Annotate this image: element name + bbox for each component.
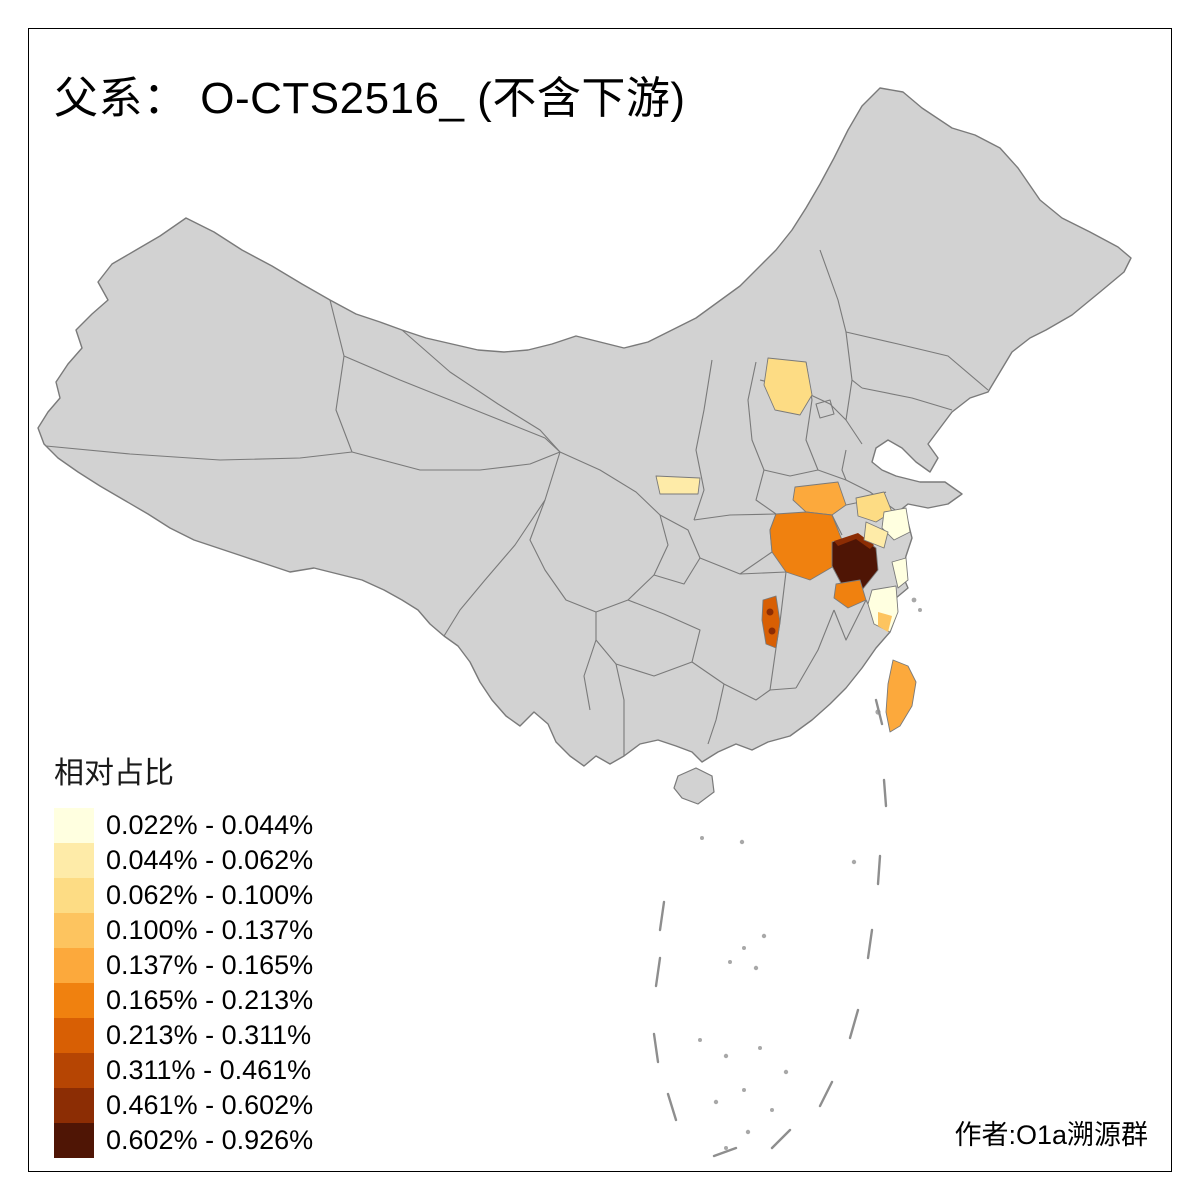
legend-swatch	[54, 843, 94, 878]
legend: 相对占比 0.022% - 0.044% 0.044% - 0.062% 0.062…	[54, 748, 313, 1158]
legend-label: 0.137% - 0.165%	[106, 950, 314, 980]
legend-swatch	[54, 1123, 94, 1158]
legend-swatch	[54, 913, 94, 948]
legend-row: 0.602% - 0.926%	[54, 1123, 313, 1158]
region-gansu-shaanxi	[655, 475, 701, 495]
legend-swatch	[54, 1088, 94, 1123]
legend-row: 0.311% - 0.461%	[54, 1053, 313, 1088]
legend-swatch	[54, 878, 94, 913]
region-jiangsu-coast	[881, 507, 911, 541]
author-credit: 作者:O1a溯源群	[954, 1120, 1148, 1150]
region-jiangxi-dot	[766, 608, 774, 616]
region-shanxi	[763, 357, 813, 416]
legend-swatch	[54, 1018, 94, 1053]
legend-label: 0.022% - 0.044%	[106, 810, 314, 840]
sea-dash-line	[652, 698, 888, 1158]
legend-label: 0.602% - 0.926%	[106, 1125, 314, 1155]
legend-label: 0.213% - 0.311%	[106, 1020, 312, 1050]
legend-bins: 0.022% - 0.044% 0.044% - 0.062% 0.062% - 0…	[54, 808, 313, 1158]
legend-row: 0.062% - 0.100%	[54, 878, 313, 913]
region-zhejiang-spot	[878, 612, 892, 632]
legend-label: 0.100% - 0.137%	[106, 915, 314, 945]
region-taiwan	[885, 659, 917, 733]
legend-label: 0.165% - 0.213%	[106, 985, 314, 1015]
legend-swatch	[54, 1053, 94, 1088]
legend-label: 0.311% - 0.461%	[106, 1055, 312, 1085]
page-title: 父系： O-CTS2516_ (不含下游)	[54, 74, 686, 123]
legend-label: 0.062% - 0.100%	[106, 880, 314, 910]
legend-swatch	[54, 808, 94, 843]
plot-border	[28, 28, 1172, 1172]
legend-row: 0.022% - 0.044%	[54, 808, 313, 843]
sea-islets	[698, 597, 922, 1150]
legend-label: 0.044% - 0.062%	[106, 845, 314, 875]
legend-swatch	[54, 983, 94, 1018]
region-jiangxi-dot	[768, 627, 776, 635]
legend-row: 0.044% - 0.062%	[54, 843, 313, 878]
legend-row: 0.461% - 0.602%	[54, 1088, 313, 1123]
legend-row: 0.100% - 0.137%	[54, 913, 313, 948]
legend-row: 0.165% - 0.213%	[54, 983, 313, 1018]
region-jiangxi-north	[833, 579, 867, 609]
region-shanghai	[891, 557, 909, 589]
legend-row: 0.213% - 0.311%	[54, 1018, 313, 1053]
hainan-island	[673, 767, 715, 805]
region-jiangsu-south	[863, 521, 889, 549]
colored-regions	[655, 357, 917, 733]
region-hubei	[769, 511, 843, 581]
legend-row: 0.137% - 0.165%	[54, 948, 313, 983]
legend-title: 相对占比	[54, 757, 174, 790]
legend-label: 0.461% - 0.602%	[106, 1090, 314, 1120]
legend-swatch	[54, 948, 94, 983]
region-jiangxi-strip	[761, 595, 781, 649]
